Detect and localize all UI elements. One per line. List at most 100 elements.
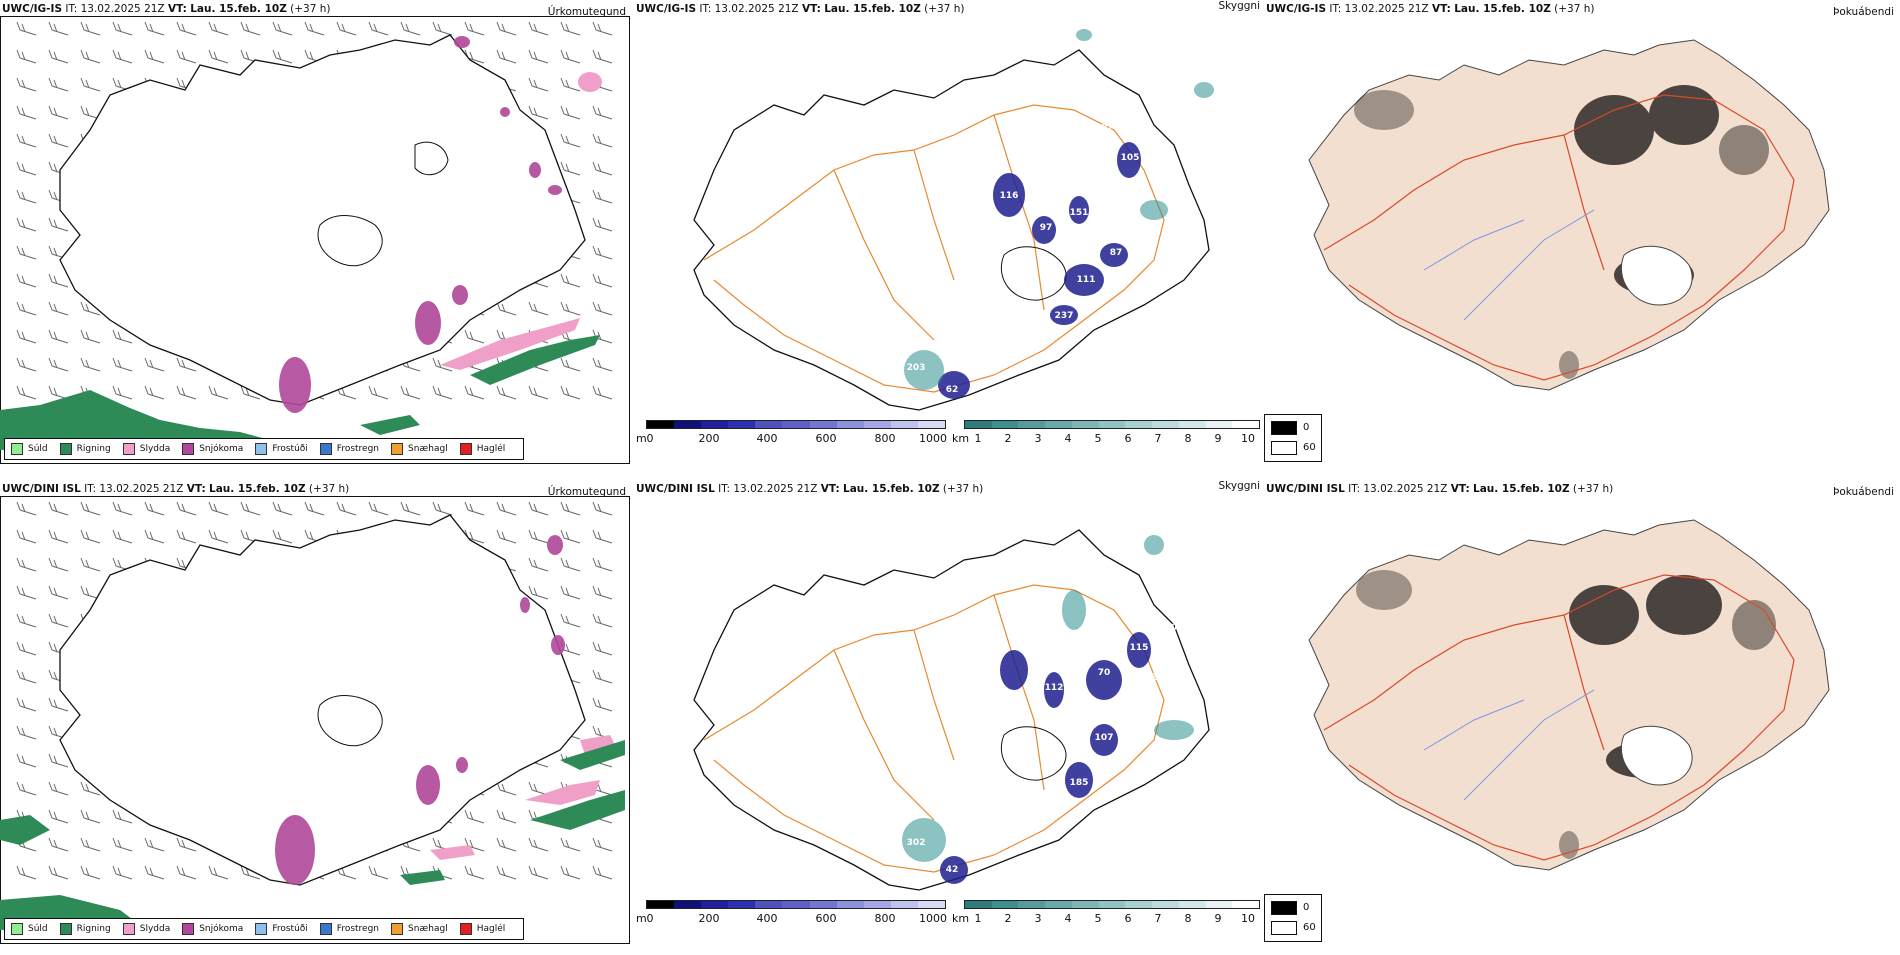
fog-index-panel: UWC/DINI ISL IT: 13.02.2025 21Z VT: Lau.… [1264, 480, 1900, 948]
model-name: UWC/IG-IS [2, 3, 63, 15]
cloud-base-value: 302 [907, 838, 926, 848]
cloud-bar-tick: 0 [646, 912, 654, 925]
cloud-base-value: 66 [1118, 708, 1131, 718]
wind-barb [144, 837, 165, 852]
wind-barb [208, 501, 229, 516]
cloud-bar-tick: 200 [698, 432, 720, 445]
sleet-areas [430, 735, 615, 860]
cloud-base-value: 111 [1077, 275, 1096, 285]
cloud-base-value: 107 [1095, 733, 1114, 743]
cloud-bar-strip [646, 420, 946, 429]
wind-barb [48, 105, 69, 120]
wind-barb [592, 697, 613, 712]
vis-bar-strip [964, 420, 1260, 429]
wind-barb [496, 301, 517, 316]
wind-barb [48, 529, 69, 544]
legend-item: Súld [11, 443, 48, 455]
cloud-base-value: 97 [1040, 223, 1053, 233]
wind-barb [48, 357, 69, 372]
legend-label: Súld [28, 924, 48, 934]
wind-barb [560, 49, 581, 64]
wind-barb [528, 301, 549, 316]
wind-barb [560, 21, 581, 36]
wind-barb [144, 49, 165, 64]
wind-barb [112, 837, 133, 852]
wind-barb [464, 21, 485, 36]
wind-barb [48, 217, 69, 232]
wind-barb [48, 837, 69, 852]
it-value: 13.02.2025 21Z [99, 483, 184, 495]
glacier-outline [1620, 725, 1693, 786]
wind-barb [16, 669, 37, 684]
fog-legend-dark-value: 0 [1303, 422, 1310, 433]
wind-barb [592, 189, 613, 204]
wind-barb [16, 77, 37, 92]
vis-bar-unit: km [952, 432, 970, 445]
wind-barb [464, 809, 485, 824]
low-cloud-areas [940, 632, 1151, 884]
vis-bar-tick: 4 [1064, 432, 1072, 445]
vis-bar-tick: 7 [1154, 432, 1162, 445]
cloud-base-values: 302 42 70 115 112 107 185 66 145 227 100 [907, 623, 1184, 875]
glacier-outline [317, 695, 383, 747]
wind-barb [48, 501, 69, 516]
wind-barb [592, 245, 613, 260]
wind-barb [16, 217, 37, 232]
legend-item: Rigning [59, 443, 111, 455]
legend-swatch [255, 443, 268, 455]
vt-label: VT: [186, 483, 206, 495]
legend-item: Frostregn [319, 443, 379, 455]
wind-barb [16, 273, 37, 288]
wind-barb [112, 49, 133, 64]
cloud-base-colorbar: m 0 200 400 600 800 1000 [636, 418, 947, 452]
snow-areas [279, 36, 562, 413]
wind-barb [16, 585, 37, 600]
legend-swatch [59, 923, 72, 935]
wind-barb [208, 385, 229, 400]
wind-barb [592, 301, 613, 316]
it-label: IT: [1329, 3, 1342, 15]
wind-barb [592, 529, 613, 544]
wind-barb [240, 21, 261, 36]
cloud-bar-tick: 800 [874, 432, 896, 445]
cloud-bar-tick: 600 [815, 912, 837, 925]
wind-barb [560, 301, 581, 316]
wind-barb [48, 385, 69, 400]
wind-barb [176, 865, 197, 880]
fog-legend-dark-swatch [1271, 421, 1297, 435]
wind-barb [496, 781, 517, 796]
wind-barb [80, 21, 101, 36]
legend-label: Snjókoma [199, 924, 244, 934]
wind-barb [464, 385, 485, 400]
wind-barb [592, 613, 613, 628]
wind-barb [560, 161, 581, 176]
lead-time: (+37 h) [290, 3, 331, 15]
model-name: UWC/DINI ISL [1266, 483, 1345, 495]
wind-barb [528, 49, 549, 64]
legend-swatch [11, 443, 23, 455]
it-value: 13.02.2025 21Z [714, 3, 799, 15]
wind-barb [80, 809, 101, 824]
wind-barb [16, 385, 37, 400]
vt-value: Lau. 15.feb. 10Z [824, 3, 921, 15]
wind-barb [528, 865, 549, 880]
wind-barb [16, 329, 37, 344]
it-label: IT: [84, 483, 97, 495]
cloud-base-value: 87 [1110, 248, 1123, 258]
wind-barb [144, 501, 165, 516]
wind-barb [16, 641, 37, 656]
visibility-colorbar: km 1 2 3 4 5 6 7 8 9 10 [952, 418, 1262, 452]
wind-barb [560, 837, 581, 852]
wind-barb [528, 77, 549, 92]
vis-bar-tick: 6 [1124, 432, 1132, 445]
vis-bar-tick: 10 [1241, 912, 1255, 925]
precip-type-map [0, 21, 613, 450]
wind-barb [496, 529, 517, 544]
wind-barb [272, 49, 293, 64]
panel-title: UWC/DINI ISL IT: 13.02.2025 21Z VT: Lau.… [2, 483, 349, 495]
wind-barb [304, 21, 325, 36]
cloud-bar-unit: m [636, 432, 647, 445]
vis-bar-tick: 3 [1034, 432, 1042, 445]
wind-barb [560, 529, 581, 544]
visibility-map: 302 42 70 115 112 107 185 66 145 227 100 [693, 529, 1210, 891]
